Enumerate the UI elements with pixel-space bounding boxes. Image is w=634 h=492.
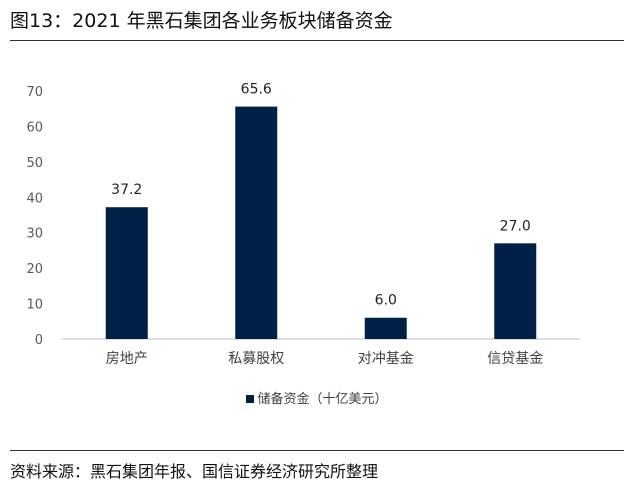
- chart-legend: 储备资金（十亿美元）: [0, 388, 634, 407]
- data-label: 37.2: [111, 182, 142, 198]
- y-tick-label: 30: [26, 227, 43, 242]
- category-label: 信贷基金: [487, 350, 543, 367]
- category-label: 房地产: [106, 351, 148, 367]
- y-tick-label: 70: [26, 85, 43, 100]
- legend-label: 储备资金（十亿美元）: [257, 392, 388, 407]
- y-tick-label: 10: [26, 298, 43, 313]
- figure-source: 资料来源：黑石集团年报、国信证券经济研究所整理: [10, 462, 379, 481]
- bar: [235, 106, 278, 340]
- data-label: 27.0: [500, 218, 531, 234]
- y-tick-label: 20: [26, 262, 43, 277]
- data-label: 6.0: [375, 293, 397, 309]
- data-label: 65.6: [241, 82, 272, 98]
- bar-chart: 0 10 20 30 40 50 60 70 37.2 房地产 65.6 私募股权 6.0 对冲基金 27.…: [26, 82, 580, 367]
- y-tick-label: 50: [26, 156, 43, 171]
- bar: [364, 317, 407, 339]
- category-label: 对冲基金: [358, 350, 414, 367]
- y-tick-label: 60: [26, 120, 43, 135]
- y-tick-label: 0: [35, 333, 43, 348]
- bar: [494, 243, 537, 339]
- category-label: 私募股权: [228, 351, 284, 367]
- figure-title: 图13：2021 年黑石集团各业务板块储备资金: [10, 10, 393, 32]
- title-rule: [10, 40, 624, 41]
- bar: [105, 207, 148, 339]
- source-rule: [10, 450, 624, 451]
- y-tick-label: 40: [26, 191, 43, 206]
- legend-swatch: [246, 395, 255, 403]
